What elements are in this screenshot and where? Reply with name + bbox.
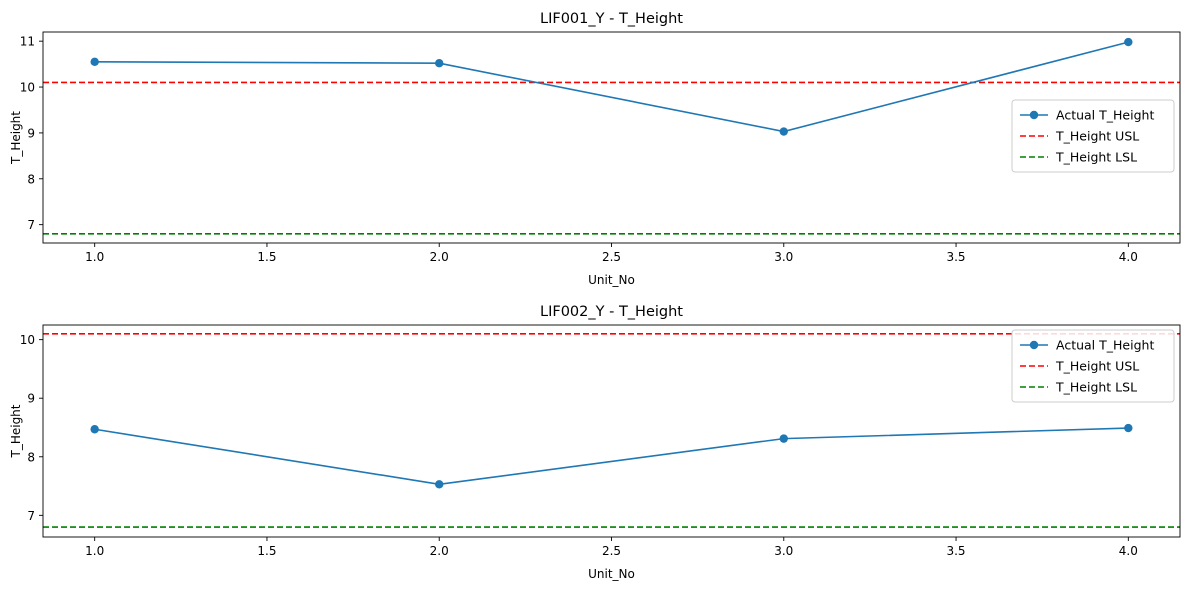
legend-marker (1029, 340, 1039, 350)
legend-label: Actual T_Height (1056, 108, 1154, 123)
plot-area (43, 37, 1180, 235)
legend-label: T_Height LSL (1055, 150, 1137, 165)
x-tick-label: 4.0 (1119, 250, 1138, 264)
data-point (779, 127, 788, 136)
y-tick-label: 8 (27, 450, 35, 464)
y-axis-label: T_Height (9, 111, 23, 165)
x-axis-label: Unit_No (588, 273, 635, 287)
legend: Actual T_Height T_Height USL T_Height LSL (1011, 329, 1175, 403)
data-point (435, 58, 444, 68)
x-tick-label: 3.0 (774, 250, 793, 264)
x-tick-label: 2.0 (430, 250, 449, 264)
series-line (94, 41, 1129, 133)
y-tick-label: 8 (27, 172, 35, 186)
x-tick-label: 1.0 (85, 544, 104, 558)
y-tick-label: 10 (20, 81, 35, 95)
legend: Actual T_Height T_Height USL T_Height LSL (1011, 99, 1175, 173)
subplot-1: 1.0 1.5 2.0 2.5 3.0 3.5 4.0 7 8 9 10 11 LIF001_Y - T… (9, 11, 1181, 287)
x-tick-label: 1.0 (85, 250, 104, 264)
chart-title: LIF002_Y - T_Height (540, 304, 683, 320)
plot-area (43, 332, 1180, 528)
x-axis-label: Unit_No (588, 567, 635, 581)
axes-frame (42, 31, 1181, 244)
series-line (94, 427, 1129, 486)
legend-box (1011, 329, 1175, 403)
y-axis-label: T_Height (9, 404, 23, 458)
x-tick-label: 3.5 (946, 544, 965, 558)
y-tick-label: 7 (27, 509, 35, 523)
x-tick-label: 2.0 (430, 544, 449, 558)
y-tick-label: 10 (20, 333, 35, 347)
data-point (779, 434, 788, 443)
subplot-2: 1.0 1.5 2.0 2.5 3.0 3.5 4.0 7 8 9 10 LIF002_Y - T_H… (9, 304, 1181, 581)
x-tick-label: 3.5 (946, 250, 965, 264)
x-tick-label: 2.5 (602, 250, 621, 264)
data-point (1124, 37, 1133, 47)
legend-marker (1029, 110, 1039, 120)
data-point (435, 480, 444, 489)
legend-label: T_Height USL (1055, 359, 1139, 374)
y-tick-label: 7 (27, 218, 35, 232)
legend-label: T_Height USL (1055, 129, 1139, 144)
legend-box (1011, 99, 1175, 173)
y-tick-label: 11 (20, 35, 35, 49)
x-tick-label: 4.0 (1119, 544, 1138, 558)
data-point (1124, 423, 1133, 433)
legend-label: Actual T_Height (1056, 338, 1154, 353)
y-tick-label: 9 (27, 126, 35, 140)
data-point (90, 57, 99, 67)
x-tick-label: 1.5 (257, 544, 276, 558)
y-tick-label: 9 (27, 392, 35, 406)
x-tick-label: 2.5 (602, 544, 621, 558)
x-tick-label: 1.5 (257, 250, 276, 264)
x-tick-label: 3.0 (774, 544, 793, 558)
legend-label: T_Height LSL (1055, 380, 1137, 395)
chart-title: LIF001_Y - T_Height (540, 11, 683, 27)
data-point (90, 425, 99, 434)
